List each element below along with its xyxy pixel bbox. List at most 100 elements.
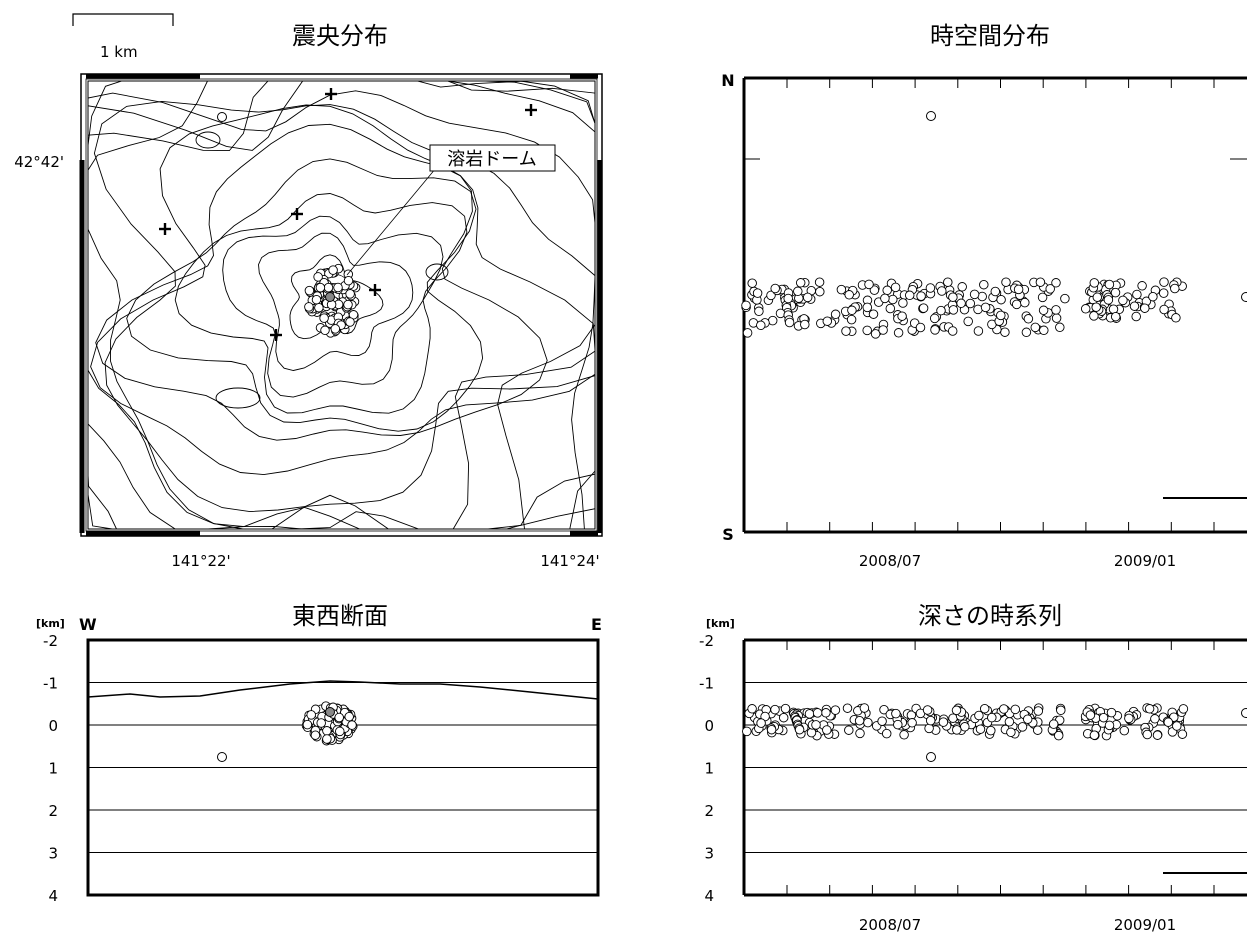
depth-point — [780, 703, 791, 714]
depth-point — [938, 717, 949, 727]
depth-point — [891, 708, 901, 719]
depth-point — [766, 724, 777, 735]
depth-xtick-1: 2008/07 — [859, 916, 921, 934]
depth-point — [1177, 729, 1188, 739]
spacetime-point — [1089, 278, 1100, 288]
depth-point — [794, 724, 805, 735]
ew-hypocenter-point — [347, 720, 357, 730]
depth-tick-label: 0 — [704, 717, 714, 735]
depth-point — [1032, 725, 1043, 735]
depth-point — [770, 704, 780, 715]
spacetime-point — [930, 325, 940, 335]
spacetime-point — [885, 303, 896, 314]
spacetime-point — [948, 305, 959, 315]
depth-point — [893, 719, 903, 730]
contour-line — [425, 263, 449, 281]
spacetime-point — [869, 285, 880, 295]
spacetime-point — [1110, 287, 1121, 298]
epicenter-point — [323, 282, 334, 293]
spacetime-point — [1000, 327, 1010, 337]
contour-line — [87, 90, 596, 530]
depth-point — [999, 704, 1009, 714]
spacetime-point — [963, 316, 973, 327]
spacetime-point — [784, 317, 795, 328]
spacetime-point — [1089, 311, 1099, 321]
depth-gridlines — [744, 682, 1247, 853]
spacetime-point — [888, 294, 898, 305]
contour-line — [126, 158, 484, 432]
depth-point — [922, 705, 933, 715]
west-label: W — [79, 615, 97, 634]
spacetime-point — [775, 308, 786, 319]
depth-point — [979, 703, 990, 714]
depth-outlier-point — [926, 752, 936, 762]
spacetime-point — [1051, 313, 1062, 323]
epicenter-highlight-point — [325, 292, 335, 302]
depth-point — [960, 722, 970, 732]
spacetime-point — [947, 326, 958, 336]
epicenter-point — [304, 285, 315, 296]
spacetime-point — [766, 290, 776, 301]
depth-point — [821, 708, 831, 718]
spacetime-point — [929, 313, 940, 324]
depth-point — [952, 725, 962, 735]
dome-leader-line — [346, 167, 437, 276]
station-cross-icon — [291, 208, 303, 220]
depth-point — [1004, 717, 1015, 727]
depth-point — [811, 720, 821, 730]
contour-line — [195, 131, 221, 149]
depth-point — [907, 718, 917, 728]
ew-hypocenter-point — [306, 710, 316, 720]
spacetime-point — [878, 325, 888, 335]
depth-point — [1119, 725, 1130, 736]
depth-point — [1056, 705, 1066, 716]
north-label: N — [721, 71, 734, 90]
depth-point — [844, 725, 854, 735]
spacetime-point — [770, 283, 780, 294]
south-label: S — [722, 525, 734, 544]
spacetime-outlier-point — [926, 111, 936, 121]
contour-line — [258, 232, 414, 371]
depth-point — [1098, 712, 1109, 723]
map-title: 震央分布 — [292, 22, 388, 50]
depth-tick-label: 2 — [48, 802, 58, 820]
spacetime-point — [1137, 281, 1147, 291]
depth-tick-label: -2 — [699, 632, 714, 650]
depth-y-ticks: -2 -1 0 1 2 3 4 — [699, 632, 714, 905]
depth-point — [830, 705, 841, 715]
depth-point — [1022, 714, 1033, 724]
depth-point — [986, 725, 996, 736]
depth-point — [975, 724, 986, 734]
spacetime-point — [868, 309, 879, 319]
depth-point — [812, 708, 823, 718]
spacetime-point — [1118, 295, 1128, 306]
spacetime-point — [996, 310, 1006, 321]
depth-month-ticks — [786, 640, 1215, 895]
spacetime-point — [783, 293, 793, 304]
spacetime-point — [1158, 288, 1169, 298]
depth-point — [859, 703, 870, 713]
spacetime-point — [1038, 305, 1049, 316]
spacetime-point — [1110, 311, 1121, 322]
epicenter-point — [330, 324, 341, 334]
ew-hypocenter-point — [322, 726, 332, 736]
depth-tick-label: -2 — [43, 632, 58, 650]
epicenter-point — [345, 289, 355, 299]
spacetime-point — [841, 326, 851, 336]
contour-line — [222, 215, 444, 398]
depth-point — [1053, 730, 1064, 741]
spacetime-point — [1011, 299, 1022, 310]
depth-tick-label: 3 — [704, 845, 714, 863]
spacetime-point — [864, 279, 874, 290]
spacetime-point — [1104, 279, 1115, 290]
spacetime-point — [1140, 303, 1150, 313]
spacetime-point — [957, 282, 967, 292]
depth-tick-label: 4 — [48, 887, 58, 905]
depth-point — [806, 727, 817, 738]
station-cross-icon — [525, 104, 537, 116]
spacetime-point — [752, 288, 763, 298]
spacetime-point — [880, 293, 890, 304]
spacetime-point — [862, 325, 872, 336]
scale-bar — [72, 13, 174, 26]
